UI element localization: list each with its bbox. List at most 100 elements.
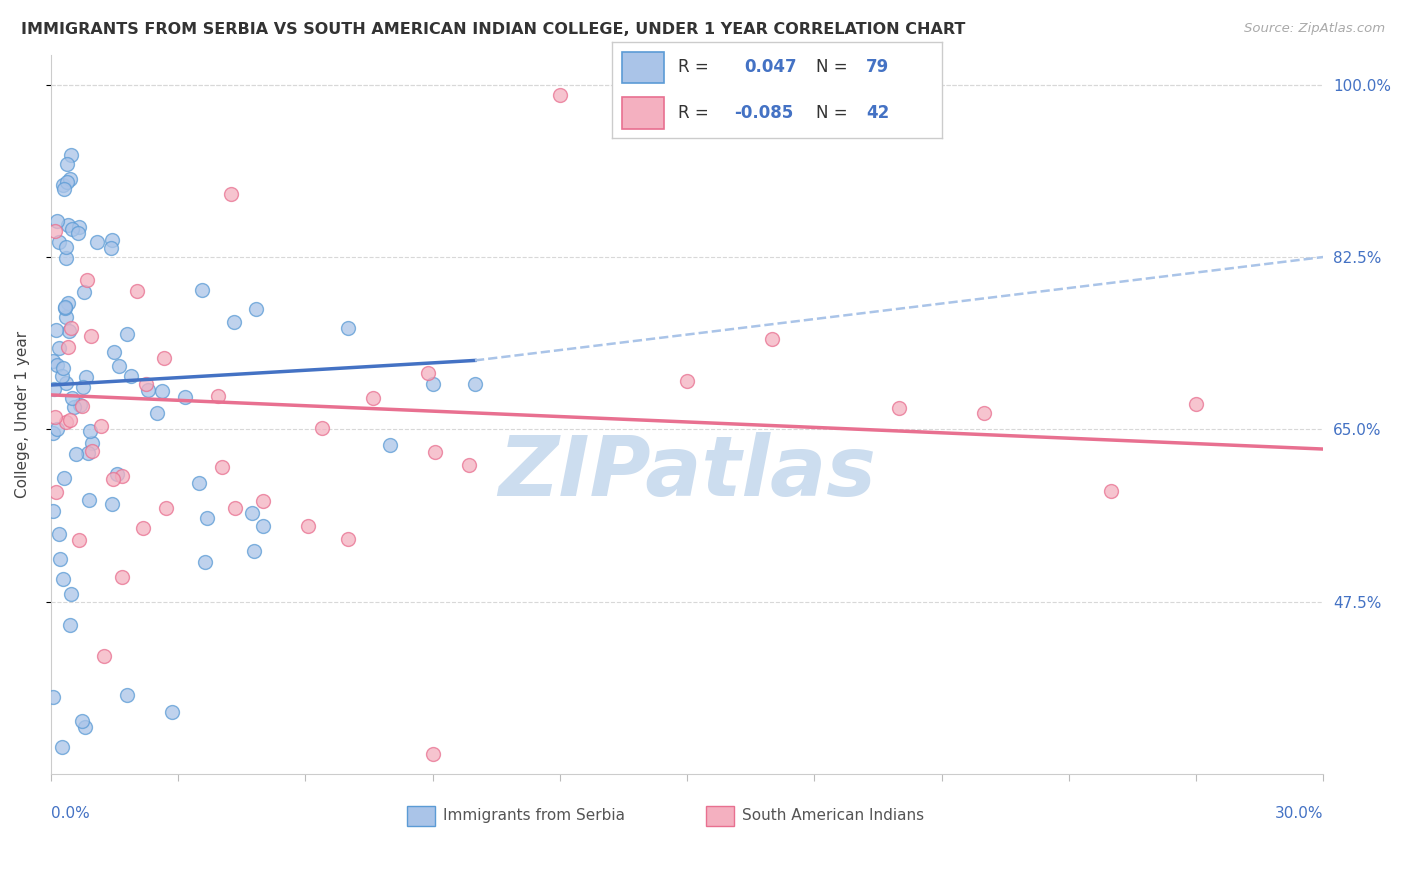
Point [361, 391, 384, 405]
Point [59, 413, 82, 427]
Point [887, 401, 910, 415]
Point [79, 493, 101, 508]
Point [65, 447, 87, 461]
Text: 79: 79 [866, 59, 889, 77]
Text: 0.0%: 0.0% [51, 806, 90, 822]
Text: 0.047: 0.047 [744, 59, 796, 77]
Point [58, 324, 80, 338]
Point [45, 485, 67, 500]
Point [222, 315, 245, 329]
Text: 30.0%: 30.0% [1275, 806, 1323, 822]
Point [90, 419, 112, 434]
Point [67, 226, 90, 240]
Point [52, 178, 75, 192]
Point [127, 284, 149, 298]
Text: IMMIGRANTS FROM SERBIA VS SOUTH AMERICAN INDIAN COLLEGE, UNDER 1 YEAR CORRELATIO: IMMIGRANTS FROM SERBIA VS SOUTH AMERICAN… [21, 22, 966, 37]
Point [108, 359, 131, 374]
Point [761, 332, 783, 346]
Point [297, 518, 319, 533]
Point [224, 501, 246, 516]
Point [52, 572, 75, 586]
Text: N =: N = [817, 103, 848, 121]
Point [86, 235, 108, 249]
Point [67, 219, 90, 234]
Point [336, 532, 359, 546]
Point [82, 443, 104, 458]
Point [82, 436, 104, 450]
Point [42, 426, 65, 441]
Point [69, 398, 91, 412]
Point [245, 301, 267, 316]
Point [101, 233, 124, 247]
Point [70, 714, 93, 728]
Point [52, 361, 75, 376]
Point [75, 720, 97, 734]
Point [53, 301, 76, 315]
Point [1185, 397, 1208, 411]
Point [115, 688, 138, 702]
Point [146, 407, 169, 421]
Point [111, 570, 134, 584]
Point [136, 383, 159, 397]
Point [458, 458, 481, 473]
Point [76, 273, 98, 287]
Text: R =: R = [678, 103, 709, 121]
Point [153, 351, 176, 365]
Point [105, 467, 128, 482]
Point [53, 182, 76, 196]
Point [464, 377, 486, 392]
Point [48, 235, 70, 250]
Point [160, 706, 183, 720]
Point [211, 460, 233, 475]
Point [48, 526, 70, 541]
Point [422, 377, 444, 392]
Point [79, 329, 101, 343]
FancyBboxPatch shape [621, 97, 665, 128]
Point [58, 218, 80, 232]
Point [58, 340, 80, 354]
Point [59, 171, 82, 186]
Point [242, 507, 264, 521]
Point [67, 533, 90, 547]
Point [55, 376, 77, 390]
Point [55, 310, 77, 325]
Point [53, 470, 76, 484]
Point [72, 380, 94, 394]
Point [77, 446, 100, 460]
Point [155, 501, 177, 516]
Y-axis label: College, Under 1 year: College, Under 1 year [15, 331, 30, 498]
FancyBboxPatch shape [408, 805, 434, 826]
Point [311, 421, 333, 435]
Point [55, 240, 77, 254]
Point [207, 389, 229, 403]
Point [59, 148, 82, 162]
Point [72, 285, 94, 299]
Point [45, 322, 67, 336]
Point [79, 424, 101, 438]
Point [45, 358, 67, 372]
Point [111, 469, 134, 483]
Point [101, 497, 124, 511]
Point [1099, 483, 1122, 498]
Point [75, 370, 97, 384]
Point [60, 391, 83, 405]
Point [70, 399, 93, 413]
Point [48, 341, 70, 355]
Point [336, 320, 359, 334]
Point [46, 213, 69, 227]
Point [103, 472, 125, 486]
Point [53, 300, 76, 314]
Point [51, 368, 73, 383]
Text: ZIPatlas: ZIPatlas [498, 432, 876, 513]
Point [131, 521, 153, 535]
Point [174, 390, 197, 404]
Point [197, 510, 219, 524]
Point [51, 740, 73, 755]
Text: Source: ZipAtlas.com: Source: ZipAtlas.com [1244, 22, 1385, 36]
Point [56, 157, 79, 171]
Point [150, 384, 173, 398]
Point [422, 747, 444, 762]
FancyBboxPatch shape [706, 805, 734, 826]
Point [59, 618, 82, 632]
Point [63, 400, 86, 414]
